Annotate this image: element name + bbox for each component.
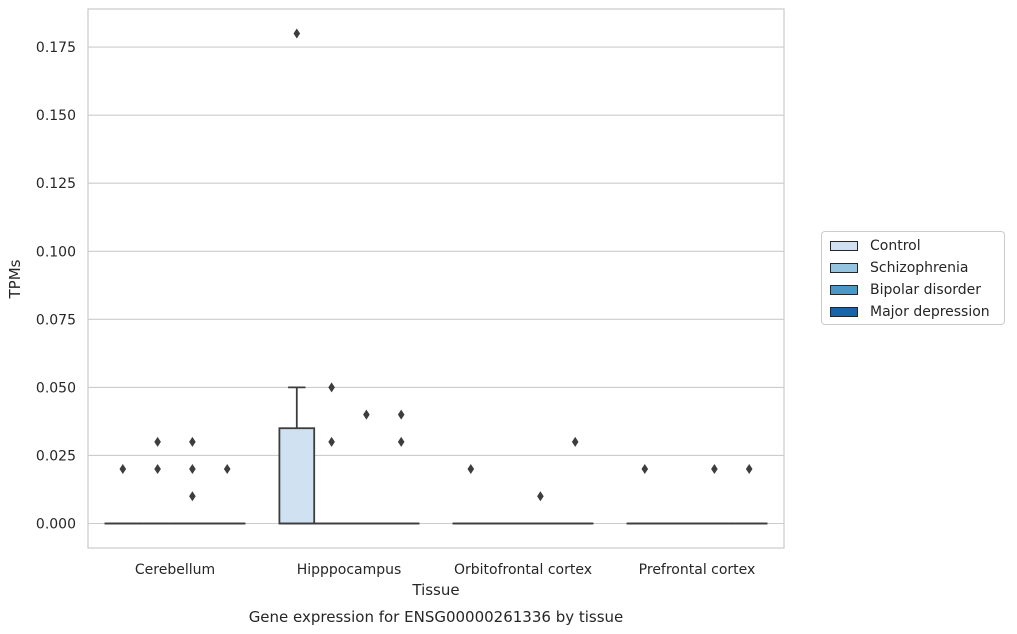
y-tick-label: 0.150 (36, 108, 76, 124)
legend-label: Bipolar disorder (870, 282, 982, 298)
y-gridlines (88, 46, 784, 525)
outlier-point (189, 491, 196, 502)
legend-item-major-depression: Major depression (830, 302, 990, 322)
box-control (104, 464, 142, 525)
x-tick-label: Cerebellum (135, 562, 215, 578)
box-bipolar-disorder (522, 491, 559, 525)
box-major-depression (556, 436, 594, 525)
box-body (278, 427, 316, 525)
box-bipolar-disorder (174, 436, 211, 525)
outlier-point (328, 382, 335, 393)
outlier-point (189, 464, 196, 475)
box-bipolar-disorder (696, 464, 733, 525)
box-control (626, 464, 664, 525)
y-tick-label: 0.050 (36, 380, 76, 396)
box-schizophrenia (313, 382, 350, 525)
box-control (278, 28, 316, 525)
outlier-point (154, 464, 161, 475)
outlier-point (293, 28, 301, 39)
x-tick-labels: Cerebellum Hipppocampus Orbitofrontal cort… (135, 562, 755, 578)
box-series (104, 28, 768, 525)
outlier-point (328, 436, 335, 447)
y-tick-label: 0.075 (36, 312, 76, 328)
legend: Control Schizophrenia Bipolar disorder M… (821, 231, 1005, 325)
legend-swatch (830, 285, 858, 295)
legend-label: Major depression (870, 304, 990, 320)
y-tick-labels: 0.000 0.025 0.050 0.075 0.100 0.125 0.150 0.175 (36, 40, 76, 532)
legend-swatch (830, 263, 858, 273)
chart-title: Gene expression for ENSG00000261336 by t… (249, 608, 624, 626)
outlier-point (363, 409, 370, 420)
box-schizophrenia (139, 436, 176, 525)
outlier-point (189, 436, 196, 447)
outlier-point (537, 491, 544, 502)
box-bipolar-disorder (348, 409, 385, 525)
outlier-point (745, 464, 753, 475)
legend-label: Schizophrenia (870, 260, 969, 276)
box-major-depression (382, 409, 420, 525)
legend-item-bipolar-disorder: Bipolar disorder (830, 280, 981, 300)
outlier-point (223, 464, 231, 475)
outlier-point (467, 464, 475, 475)
legend-label: Control (870, 238, 921, 254)
y-tick-label: 0.125 (36, 176, 76, 192)
outlier-point (711, 464, 718, 475)
legend-item-schizophrenia: Schizophrenia (830, 258, 968, 278)
y-axis-label: TPMs (6, 259, 24, 299)
outlier-point (571, 436, 579, 447)
legend-swatch (830, 241, 858, 251)
outlier-point (397, 409, 405, 420)
box-major-depression (730, 464, 768, 525)
box-control (452, 464, 490, 525)
legend-item-control: Control (830, 236, 921, 256)
y-tick-label: 0.100 (36, 244, 76, 260)
x-axis-label: Tissue (411, 581, 459, 599)
y-tick-label: 0.000 (36, 517, 76, 533)
outlier-point (154, 436, 161, 447)
outlier-point (397, 436, 405, 447)
legend-swatch (830, 307, 858, 317)
x-tick-label: Prefrontal cortex (639, 562, 756, 578)
box-major-depression (208, 464, 246, 525)
plot-frame (87, 8, 785, 549)
y-tick-label: 0.025 (36, 448, 76, 464)
outlier-point (119, 464, 127, 475)
x-tick-label: Hipppocampus (297, 562, 402, 578)
x-tick-label: Orbitofrontal cortex (454, 562, 592, 578)
outlier-point (641, 464, 649, 475)
y-tick-label: 0.175 (36, 40, 76, 56)
